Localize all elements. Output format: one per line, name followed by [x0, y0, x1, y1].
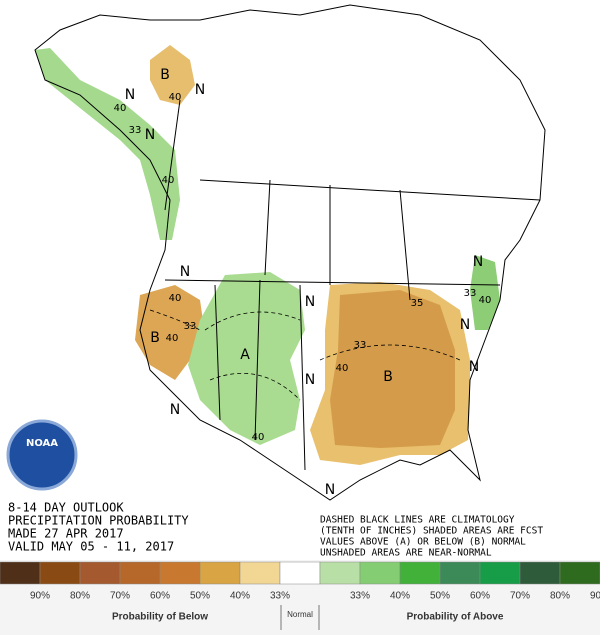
map-label: 40 [252, 432, 265, 443]
coastlines [34, 4, 546, 501]
east-below [330, 290, 455, 448]
legend-swatch [239, 561, 281, 585]
alaska-above [35, 48, 180, 240]
map-label: 40 [169, 92, 182, 103]
map-label: 33 [464, 288, 477, 299]
note-line: (TENTH OF INCHES) SHADED AREAS ARE FCST [320, 526, 543, 537]
legend-label: 70% [110, 591, 130, 602]
logo-text: NOAA [26, 438, 58, 449]
outlook-line: MADE 27 APR 2017 [8, 527, 124, 541]
note-line: VALUES ABOVE (A) OR BELOW (B) NORMAL [320, 537, 526, 548]
legend-swatch [279, 561, 321, 585]
note-line: UNSHADED AREAS ARE NEAR-NORMAL [320, 548, 492, 559]
noaa-logo [6, 419, 78, 491]
alaska-below [150, 45, 195, 105]
legend-swatch [119, 561, 161, 585]
map-label: N [460, 317, 470, 333]
legend-swatch [159, 561, 201, 585]
map-label: 40 [114, 103, 127, 114]
legend-swatch [199, 561, 241, 585]
map-label: 40 [162, 175, 175, 186]
outlook-line: 8-14 DAY OUTLOOK [8, 501, 124, 515]
map-label: 33 [354, 340, 367, 351]
legend-label: 80% [550, 591, 570, 602]
legend-label: 33% [350, 591, 370, 602]
map-label: 40 [169, 293, 182, 304]
legend-label: 90% [30, 591, 50, 602]
legend-swatch [479, 561, 521, 585]
plains-above [188, 272, 305, 445]
legend-label: 33% [270, 591, 290, 602]
note-line: DASHED BLACK LINES ARE CLIMATOLOGY [320, 515, 515, 526]
legend-label: 40% [230, 591, 250, 602]
legend-swatch [359, 561, 401, 585]
legend-swatch [319, 561, 361, 585]
legend-swatch [519, 561, 561, 585]
map-label: N [305, 294, 315, 310]
legend-swatch [39, 561, 81, 585]
map-label: B [150, 330, 160, 346]
map-label: 40 [336, 363, 349, 374]
northeast-above [470, 255, 500, 330]
legend-label: 50% [430, 591, 450, 602]
map-label: 33 [184, 321, 197, 332]
map-label: 40 [479, 295, 492, 306]
legend-label: 50% [190, 591, 210, 602]
west-below [135, 285, 205, 380]
below-label: Probability of Below [112, 612, 208, 623]
legend-label: 70% [510, 591, 530, 602]
outlook-line: PRECIPITATION PROBABILITY [8, 514, 189, 528]
climatology-lines [149, 309, 461, 401]
map-label: N [180, 264, 190, 280]
legend-swatch [559, 561, 600, 585]
map-label: N [195, 82, 205, 98]
map-label: B [160, 67, 170, 83]
legend-swatch [439, 561, 481, 585]
above-label: Probability of Above [407, 612, 504, 623]
legend-label: 60% [470, 591, 490, 602]
legend-swatch [0, 561, 41, 585]
legend-label: 40% [390, 591, 410, 602]
map-background [0, 0, 600, 560]
map-label: B [383, 369, 393, 385]
map-label: 35 [411, 298, 424, 309]
map-label: N [145, 127, 155, 143]
map-label: 33 [129, 125, 142, 136]
map-label: N [125, 87, 135, 103]
legend-swatch [399, 561, 441, 585]
map-label: N [170, 402, 180, 418]
map-label: N [473, 254, 483, 270]
map-label: A [240, 347, 250, 363]
legend-label: 80% [70, 591, 90, 602]
map-label: N [325, 482, 335, 498]
map-label: 40 [166, 333, 179, 344]
legend-swatch [79, 561, 121, 585]
map-label: N [469, 359, 479, 375]
map-label: N [305, 372, 315, 388]
legend-label: 60% [150, 591, 170, 602]
legend-label: 90% [590, 591, 600, 602]
normal-label: Normal [287, 610, 313, 619]
outlook-line: VALID MAY 05 - 11, 2017 [8, 540, 174, 554]
